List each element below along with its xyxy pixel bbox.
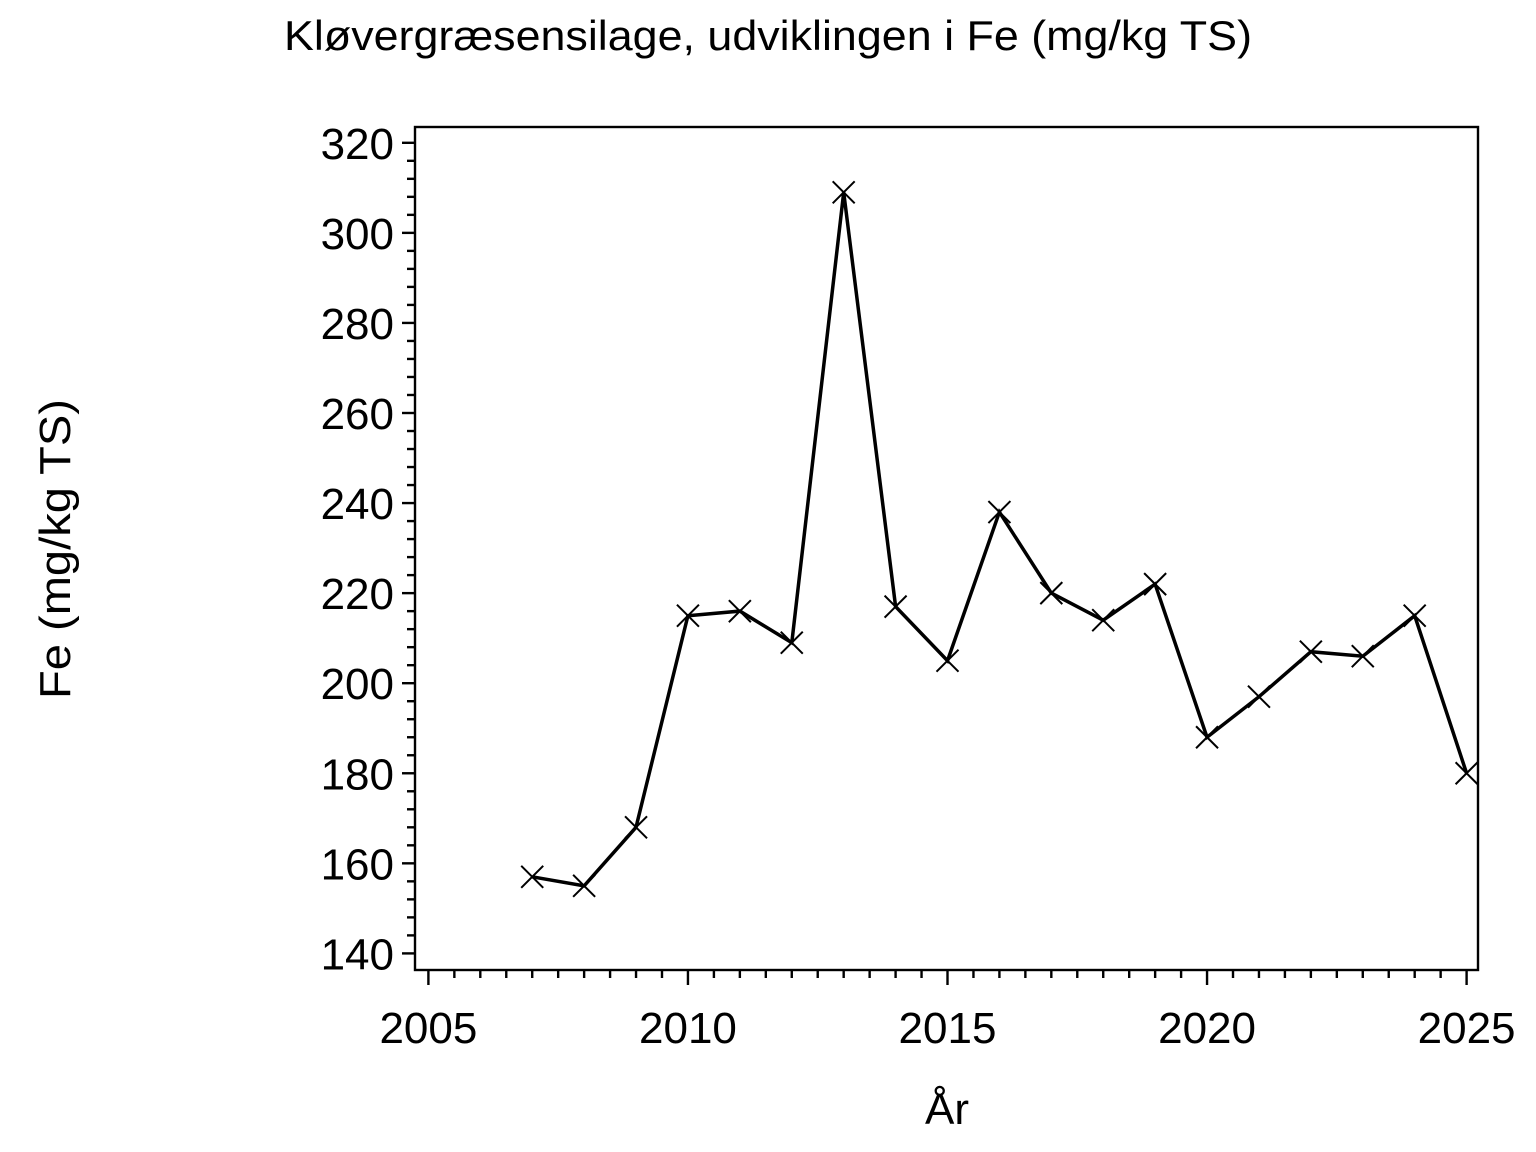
x-tick-label: 2010 — [639, 1004, 737, 1053]
data-point-marker — [1454, 761, 1479, 785]
y-tick-label: 280 — [321, 300, 394, 349]
x-tick-label: 2005 — [379, 1004, 477, 1053]
y-tick-label: 180 — [321, 750, 394, 799]
data-point-marker — [883, 594, 908, 619]
data-point-marker — [935, 648, 960, 673]
y-tick-label: 240 — [321, 480, 394, 529]
y-tick-label: 160 — [321, 840, 394, 889]
y-tick-label: 140 — [321, 930, 394, 979]
data-point-marker — [572, 874, 596, 898]
data-point-marker — [1195, 725, 1219, 749]
y-tick-label: 260 — [321, 390, 394, 439]
y-tick-label: 300 — [321, 210, 394, 259]
data-point-marker — [1247, 685, 1271, 709]
data-point-marker — [1299, 639, 1323, 664]
data-point-marker — [728, 599, 752, 623]
x-tick-label: 2020 — [1158, 1004, 1256, 1053]
x-axis-title: År — [925, 1085, 969, 1134]
data-point-marker — [831, 180, 856, 205]
data-point-marker — [1039, 581, 1064, 605]
y-tick-label: 220 — [321, 570, 394, 619]
data-point-marker — [520, 865, 544, 889]
data-point-marker — [676, 603, 700, 628]
y-tick-label: 320 — [321, 120, 394, 169]
data-point-marker — [1402, 603, 1427, 628]
plot-frame — [413, 125, 1480, 972]
data-point-marker — [987, 500, 1012, 524]
data-series-line — [531, 192, 1469, 888]
plot-area: 140 160 180 200 220 240 260 280 300 320 2005 2010 20… — [321, 120, 1516, 1053]
x-tick-label: 2025 — [1418, 1004, 1516, 1053]
data-point-marker — [780, 630, 804, 655]
x-tick-label: 2015 — [899, 1004, 997, 1053]
y-axis-title: Fe (mg/kg TS) — [31, 399, 80, 699]
data-point-marker — [1091, 608, 1115, 632]
chart-title: Kløvergræsensilage, udviklingen i Fe (mg… — [284, 12, 1252, 59]
data-point-marker — [1351, 644, 1375, 668]
data-point-marker — [1143, 572, 1167, 596]
y-tick-label: 200 — [321, 660, 394, 709]
data-point-marker — [624, 815, 648, 840]
